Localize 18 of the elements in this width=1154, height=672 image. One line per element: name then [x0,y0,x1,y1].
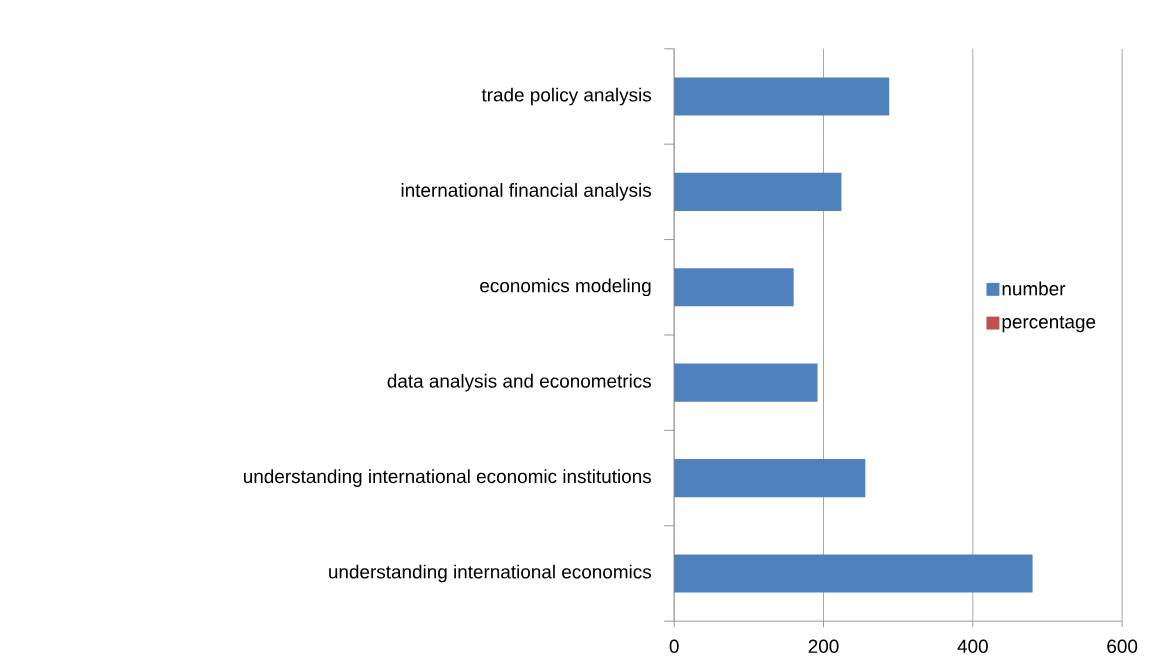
legend-label: number [1002,281,1066,296]
bar [674,77,890,116]
x-tick-label: 600 [1107,639,1138,654]
y-tick-label: understanding international economics [329,564,651,583]
y-tick-label: international financial analysis [401,183,652,201]
y-tick-label: trade policy analysis [481,87,652,106]
x-tick-label: 0 [669,639,679,654]
bar [674,172,842,211]
x-tick-label: 400 [957,639,988,654]
y-tick-label: data analysis and econometrics [387,373,652,392]
bar [674,268,794,307]
bar [674,554,1033,593]
x-tick-label: 200 [808,639,839,654]
bar [674,363,818,402]
bar [674,459,866,498]
legend-label: percentage [1002,316,1096,333]
y-tick-label: economics modeling [480,278,651,297]
y-tick-label: understanding international economic institutions [244,469,651,487]
